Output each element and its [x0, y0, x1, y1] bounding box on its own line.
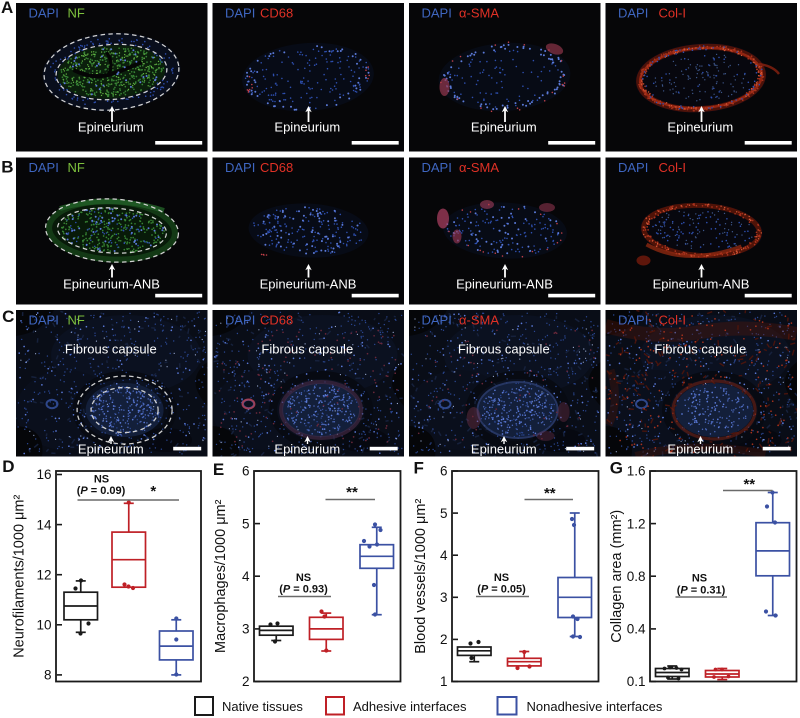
svg-text:NS: NS [296, 572, 311, 584]
svg-text:Epineurium-ANB: Epineurium-ANB [456, 277, 553, 292]
svg-text:14: 14 [36, 517, 52, 532]
svg-text:(P = 0.05): (P = 0.05) [477, 584, 526, 596]
svg-text:1.2: 1.2 [627, 516, 646, 531]
svg-text:NF: NF [68, 5, 85, 20]
svg-text:F: F [414, 459, 424, 478]
svg-text:A: A [1, 0, 13, 17]
svg-text:DAPI: DAPI [29, 5, 59, 20]
svg-text:NF: NF [68, 312, 85, 327]
svg-text:3: 3 [242, 622, 250, 637]
svg-text:Epineurium-ANB: Epineurium-ANB [260, 277, 357, 292]
svg-text:DAPI: DAPI [422, 160, 452, 175]
svg-text:**: ** [743, 476, 755, 493]
svg-text:Col-I: Col-I [659, 312, 686, 327]
svg-text:4: 4 [440, 548, 448, 563]
svg-text:Epineurium-ANB: Epineurium-ANB [63, 277, 160, 292]
svg-text:Fibrous capsule: Fibrous capsule [458, 342, 550, 357]
svg-text:6: 6 [242, 464, 250, 479]
svg-text:Collagen area (mm²): Collagen area (mm²) [609, 510, 625, 643]
svg-text:Blood vessels/1000 μm²: Blood vessels/1000 μm² [413, 499, 429, 654]
svg-text:G: G [610, 459, 623, 478]
svg-text:DAPI: DAPI [618, 5, 648, 20]
svg-text:0.4: 0.4 [627, 622, 646, 637]
svg-text:DAPI: DAPI [225, 160, 255, 175]
svg-text:12: 12 [36, 567, 51, 582]
svg-text:Fibrous capsule: Fibrous capsule [654, 342, 746, 357]
svg-text:Macrophages/1000 μm²: Macrophages/1000 μm² [213, 499, 229, 653]
svg-text:Neurofilaments/1000 μm²: Neurofilaments/1000 μm² [12, 495, 28, 658]
svg-text:B: B [1, 158, 13, 177]
svg-text:NS: NS [94, 473, 109, 485]
svg-text:DAPI: DAPI [29, 312, 59, 327]
svg-text:DAPI: DAPI [225, 312, 255, 327]
svg-text:5: 5 [242, 516, 250, 531]
svg-text:NS: NS [692, 572, 707, 584]
svg-text:DAPI: DAPI [225, 5, 255, 20]
svg-text:Epineurium: Epineurium [471, 120, 537, 135]
svg-text:CD68: CD68 [260, 5, 293, 20]
svg-text:NF: NF [68, 160, 85, 175]
svg-text:2: 2 [242, 674, 250, 689]
svg-text:3: 3 [440, 590, 448, 605]
svg-text:DAPI: DAPI [618, 312, 648, 327]
svg-text:4: 4 [242, 569, 250, 584]
svg-text:Col-I: Col-I [659, 160, 686, 175]
svg-text:Native tissues: Native tissues [222, 699, 303, 714]
svg-text:Epineurium: Epineurium [471, 442, 537, 457]
svg-text:*: * [150, 483, 156, 500]
svg-text:E: E [213, 460, 224, 479]
svg-text:C: C [2, 307, 14, 326]
svg-text:Epineurium: Epineurium [667, 120, 733, 135]
svg-text:1: 1 [440, 674, 448, 689]
svg-text:Fibrous capsule: Fibrous capsule [261, 342, 353, 357]
svg-text:NS: NS [494, 572, 509, 584]
svg-text:α-SMA: α-SMA [459, 312, 499, 327]
svg-text:**: ** [346, 484, 358, 501]
svg-text:0.8: 0.8 [627, 569, 646, 584]
svg-text:**: ** [544, 485, 556, 502]
svg-text:Col-I: Col-I [659, 5, 686, 20]
svg-text:8: 8 [44, 668, 52, 683]
svg-text:Epineurium-ANB: Epineurium-ANB [653, 277, 750, 292]
svg-text:(P = 0.31): (P = 0.31) [677, 584, 726, 596]
svg-text:DAPI: DAPI [422, 5, 452, 20]
svg-text:DAPI: DAPI [29, 160, 59, 175]
svg-text:2: 2 [440, 632, 448, 647]
svg-text:Adhesive interfaces: Adhesive interfaces [353, 699, 467, 714]
svg-text:DAPI: DAPI [422, 312, 452, 327]
svg-text:Epineurium: Epineurium [274, 442, 340, 457]
svg-text:0.1: 0.1 [627, 674, 646, 689]
svg-text:5: 5 [440, 506, 448, 521]
svg-text:CD68: CD68 [260, 312, 293, 327]
svg-text:Epineurium: Epineurium [78, 442, 144, 457]
svg-text:α-SMA: α-SMA [459, 160, 499, 175]
svg-text:Fibrous capsule: Fibrous capsule [65, 342, 157, 357]
svg-text:α-SMA: α-SMA [459, 5, 499, 20]
svg-text:CD68: CD68 [260, 160, 293, 175]
svg-text:DAPI: DAPI [618, 160, 648, 175]
svg-text:10: 10 [36, 618, 51, 633]
svg-text:6: 6 [440, 464, 448, 479]
svg-text:16: 16 [36, 467, 51, 482]
svg-text:Epineurium: Epineurium [78, 120, 144, 135]
svg-text:1.6: 1.6 [627, 464, 646, 479]
svg-text:Epineurium: Epineurium [667, 442, 733, 457]
svg-text:(P = 0.09): (P = 0.09) [77, 485, 126, 497]
svg-text:D: D [2, 457, 14, 476]
svg-text:Nonadhesive interfaces: Nonadhesive interfaces [527, 699, 663, 714]
svg-text:Epineurium: Epineurium [274, 120, 340, 135]
svg-text:(P = 0.93): (P = 0.93) [279, 584, 328, 596]
